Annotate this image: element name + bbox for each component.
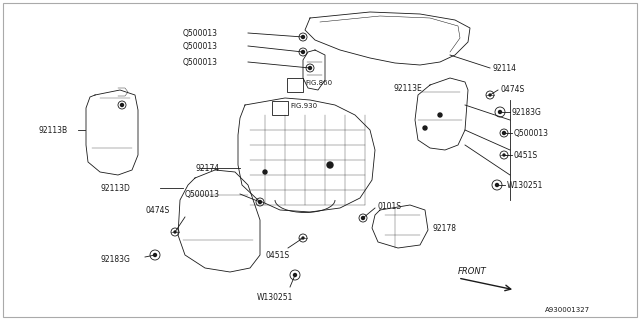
Text: 92174: 92174 [195,164,219,172]
Text: Q500013: Q500013 [514,129,549,138]
Circle shape [423,126,427,130]
Text: Q500013: Q500013 [183,28,218,37]
Circle shape [263,170,267,174]
Circle shape [120,103,124,107]
Circle shape [489,94,491,96]
Text: 92183G: 92183G [100,255,130,265]
Circle shape [438,113,442,117]
Text: W130251: W130251 [257,292,293,301]
Text: FRONT: FRONT [458,268,487,276]
Circle shape [302,237,304,239]
Text: A930001327: A930001327 [545,307,590,313]
Text: Q500013: Q500013 [183,42,218,51]
Circle shape [308,67,312,69]
Circle shape [502,132,506,134]
Text: 0451S: 0451S [514,150,538,159]
Circle shape [174,231,176,233]
Circle shape [495,183,499,187]
Text: 92178: 92178 [432,223,456,233]
Text: 0451S: 0451S [265,252,289,260]
Bar [287,78,303,92]
Bar [272,101,288,115]
Text: 0474S: 0474S [500,84,524,93]
Text: FIG.860: FIG.860 [305,80,332,86]
Circle shape [499,110,502,114]
Circle shape [327,162,333,168]
Circle shape [301,36,305,38]
Circle shape [154,253,157,257]
Text: 0474S: 0474S [145,205,169,214]
Circle shape [301,51,305,53]
Text: Q500013: Q500013 [183,58,218,67]
Text: 92113B: 92113B [38,125,67,134]
Text: 92114: 92114 [492,63,516,73]
Circle shape [259,201,262,204]
Text: 0101S: 0101S [377,202,401,211]
Text: 92113D: 92113D [100,183,130,193]
Text: FIG.930: FIG.930 [290,103,317,109]
Text: 92113E: 92113E [393,84,422,92]
Circle shape [362,217,365,220]
Text: Q500013: Q500013 [185,189,220,198]
Circle shape [294,274,296,276]
Text: 92183G: 92183G [512,108,542,116]
Text: W130251: W130251 [507,180,543,189]
Circle shape [503,154,505,156]
